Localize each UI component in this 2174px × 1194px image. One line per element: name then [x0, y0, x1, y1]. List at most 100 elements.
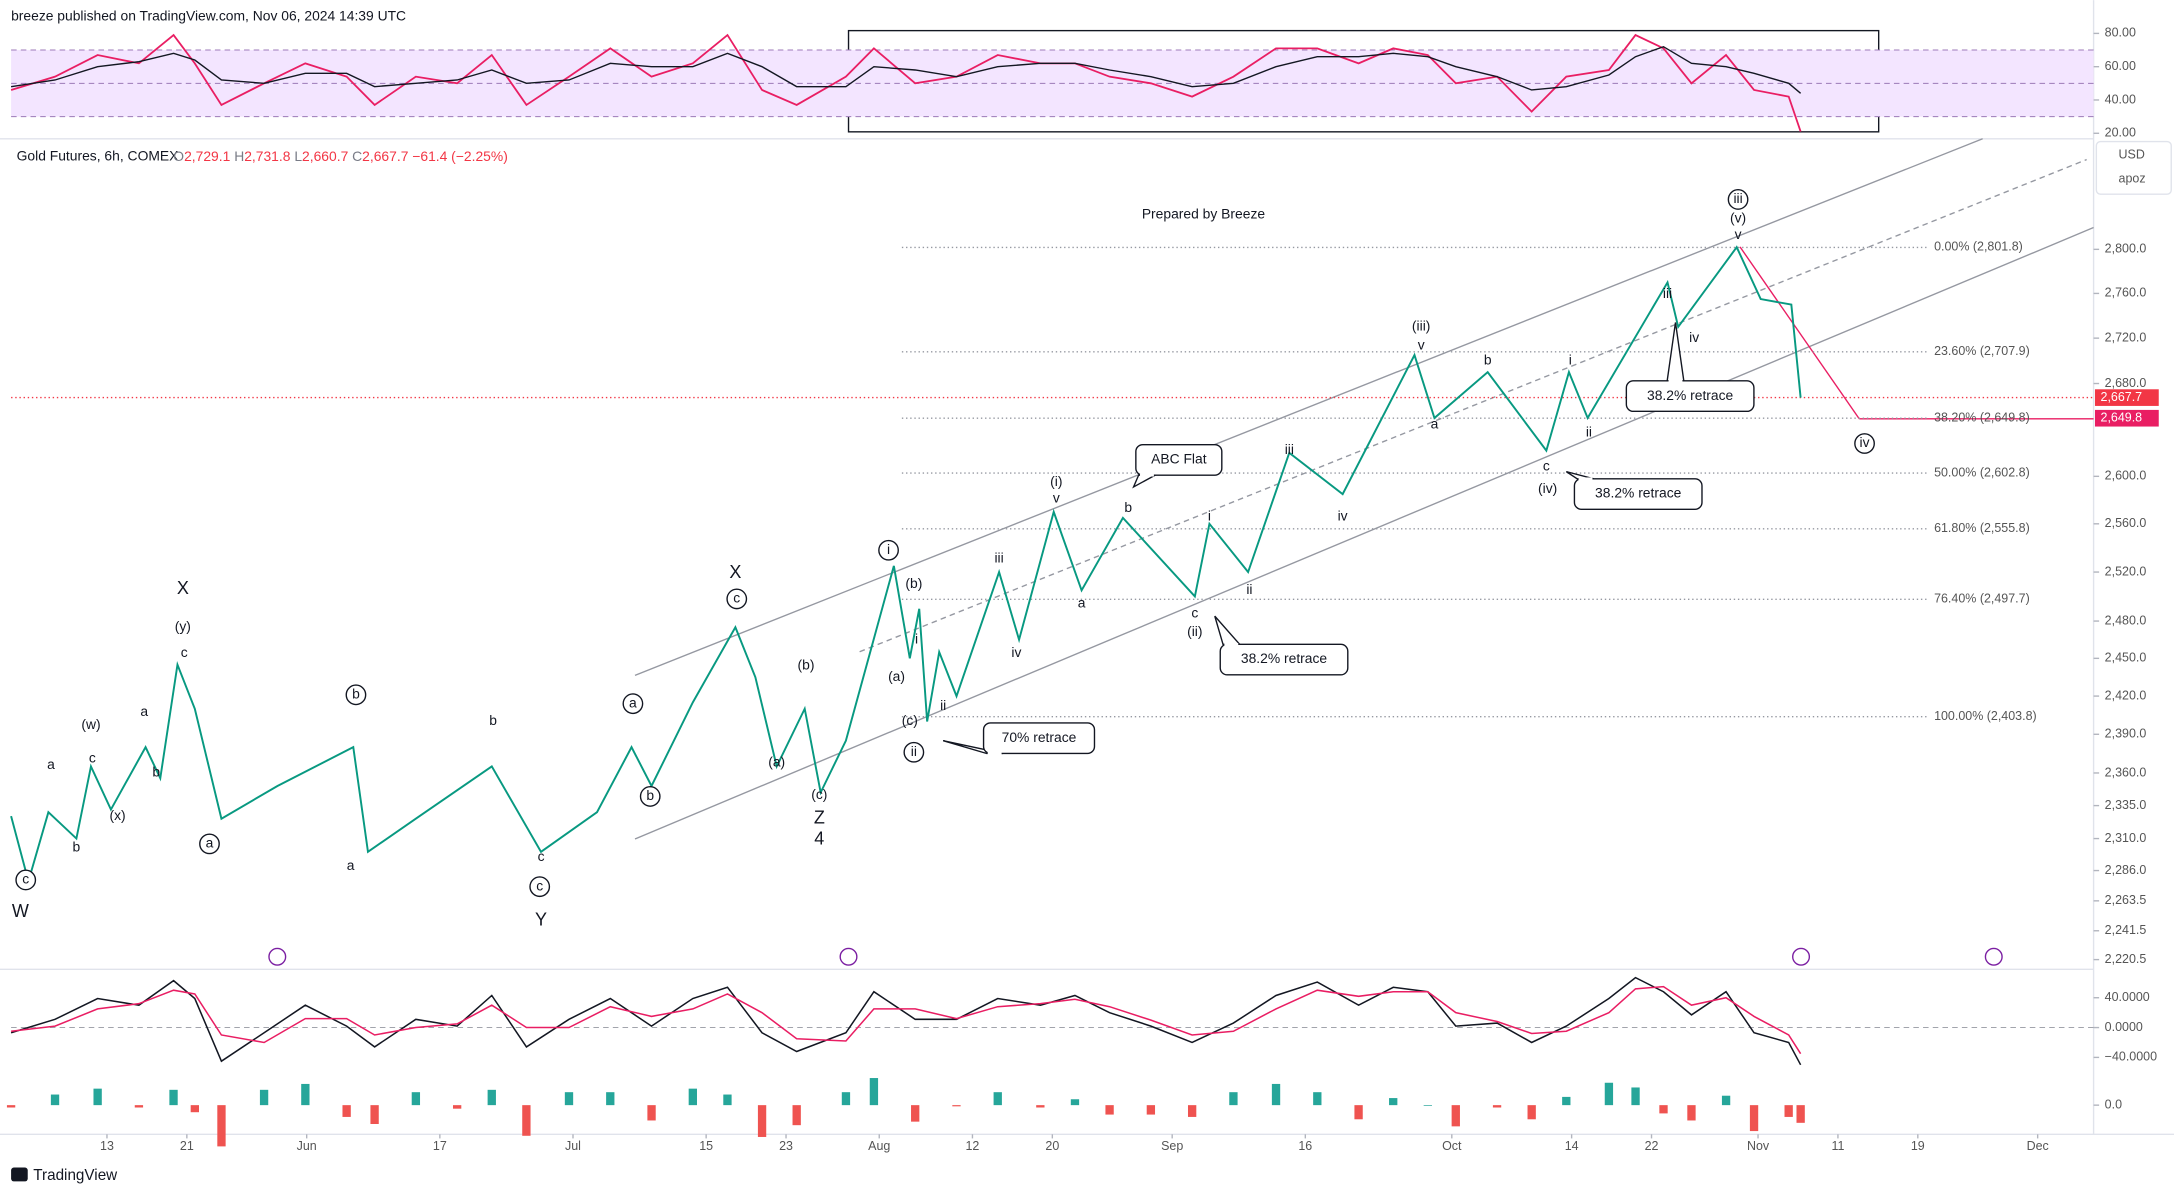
y-tick-label: 2,680.0: [2105, 376, 2147, 390]
wave-label: (iv): [1538, 480, 1557, 496]
wave-label: (y): [175, 618, 191, 634]
currency[interactable]: USD: [2119, 148, 2145, 162]
callout: 38.2% retrace: [1565, 470, 1703, 511]
callout: 38.2% retrace: [1214, 615, 1349, 676]
y-tick-label: −40.0000: [2105, 1050, 2157, 1064]
wave-label: a: [1431, 416, 1439, 432]
wave-label: (a): [888, 668, 905, 684]
instrument: Gold Futures, 6h, COMEX: [17, 147, 179, 163]
histogram-bar: [1271, 1083, 1281, 1106]
channel-middle: [859, 158, 2087, 653]
wave-label: Z: [814, 808, 825, 828]
fib-label: 23.60% (2,707.9): [1934, 344, 2030, 358]
event-icon[interactable]: [1984, 947, 2003, 966]
x-tick-label: Nov: [1747, 1139, 1770, 1153]
wave-label: ii: [911, 743, 917, 759]
wave-label: (i): [1050, 473, 1062, 489]
x-tick-label: 17: [433, 1139, 447, 1153]
ohlc-value: 2,731.8: [244, 147, 291, 163]
histogram-bar: [1313, 1092, 1322, 1106]
y-tick-label: 0.0000: [2105, 1020, 2143, 1034]
histogram-bar: [452, 1105, 462, 1109]
wave-label: (a): [768, 753, 785, 769]
x-tick-label: 13: [100, 1139, 114, 1153]
callout-box: [1573, 478, 1703, 511]
wave-label: iii: [1285, 441, 1294, 457]
histogram-bar: [1105, 1105, 1114, 1115]
wave-label: (c): [811, 786, 827, 802]
y-tick-label: 20.00: [2105, 126, 2136, 140]
ohlc-key: L: [294, 147, 302, 163]
wave-label: c: [1191, 604, 1198, 620]
x-tick-label: 16: [1298, 1139, 1312, 1153]
fib-label: 38.20% (2,649.8): [1934, 411, 2030, 425]
y-tick-label: 2,760.0: [2105, 286, 2147, 300]
macd-line: [10, 976, 1802, 1066]
histogram-bar: [1784, 1105, 1793, 1117]
histogram-bar: [1492, 1105, 1502, 1108]
event-icon[interactable]: [1792, 947, 1811, 966]
histogram-bar: [993, 1092, 1002, 1106]
brand: TradingView: [33, 1167, 118, 1184]
callout-seam: [1140, 473, 1154, 477]
channel-upper: [634, 138, 1983, 676]
wave-label: v: [1418, 337, 1425, 353]
wave-circle: [1727, 189, 1749, 210]
wave-circle: [15, 869, 37, 891]
ohlc-key: C: [352, 147, 362, 163]
histogram-bar: [1527, 1105, 1536, 1120]
target-price-label-box: [2094, 409, 2159, 427]
event-icon[interactable]: [268, 947, 287, 966]
x-tick-label: Jul: [565, 1139, 581, 1153]
histogram-bar: [1562, 1096, 1571, 1106]
x-tick-label: 19: [1911, 1139, 1925, 1153]
wave-label: b: [489, 712, 497, 728]
wave-label: iv: [1689, 329, 1699, 345]
histogram-bar: [50, 1094, 60, 1106]
scale-box[interactable]: [2095, 140, 2172, 195]
histogram-bar: [1687, 1105, 1696, 1121]
histogram-bar: [1229, 1092, 1238, 1106]
wave-circle: [529, 876, 551, 898]
callout-box: [1219, 643, 1349, 676]
event-icon[interactable]: [839, 947, 858, 966]
callout-text: 38.2% retrace: [1647, 387, 1734, 403]
wave-label: v: [1053, 489, 1060, 505]
ohlc-change: −61.4 (−2.25%): [412, 147, 508, 163]
wave-label: W: [12, 901, 29, 921]
histogram-bar: [1721, 1095, 1731, 1106]
histogram-bar: [1389, 1098, 1398, 1106]
wave-label: a: [1078, 594, 1086, 610]
wave-label: a: [47, 756, 55, 772]
wave-circle: [1854, 433, 1875, 454]
y-tick-label: 2,241.5: [2105, 923, 2147, 937]
histogram-bar: [1354, 1105, 1363, 1120]
histogram-bar: [1146, 1105, 1156, 1115]
histogram-bar: [606, 1092, 615, 1106]
ohlc-legend: O2,729.1 H2,731.8 L2,660.7 C2,667.7 −61.…: [173, 147, 508, 163]
histogram-bar: [1749, 1105, 1759, 1132]
ohlc-key: O: [173, 147, 184, 163]
wave-label: b: [646, 787, 654, 803]
x-tick-label: 20: [1045, 1139, 1059, 1153]
ohlc-value: 2,729.1: [184, 147, 231, 163]
histogram-bar: [1070, 1099, 1080, 1106]
y-tick-label: 2,420.0: [2105, 688, 2147, 702]
wave-label: c: [536, 877, 543, 893]
y-tick-label: 0.0: [2105, 1097, 2122, 1111]
wave-label: (c): [902, 712, 918, 728]
wave-label: a: [206, 835, 214, 851]
macd-line: [11, 985, 1802, 1055]
last-price-label-box: [2094, 389, 2159, 406]
y-tick-label: 2,335.0: [2105, 798, 2147, 812]
x-tick-label: Aug: [868, 1139, 890, 1153]
scale-mode[interactable]: apoz: [2119, 171, 2146, 185]
callout-seam: [1224, 642, 1239, 646]
wave-label: b: [152, 764, 160, 780]
x-tick-label: 22: [1645, 1139, 1659, 1153]
wave-circle: [726, 588, 748, 610]
projection-line: [1739, 246, 1860, 420]
histogram-bar: [792, 1105, 801, 1126]
histogram-bar: [411, 1092, 421, 1106]
